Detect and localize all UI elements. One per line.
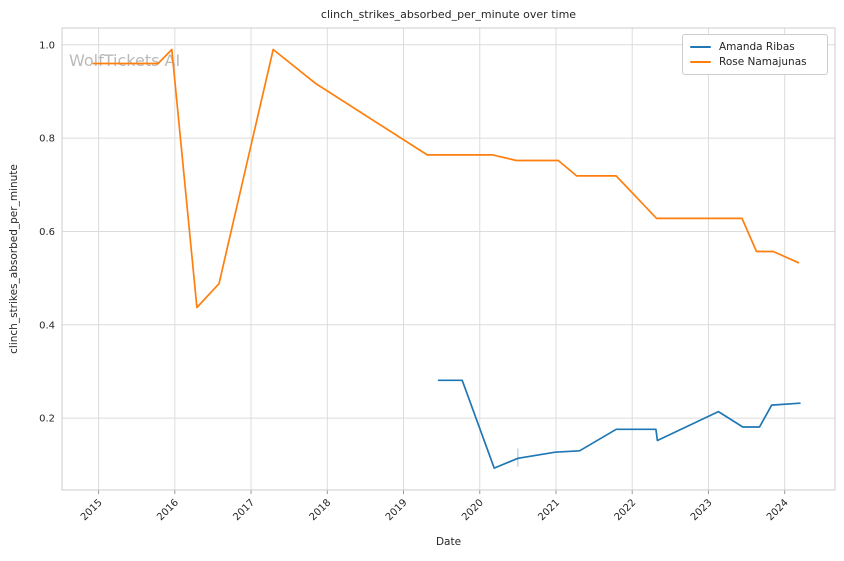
y-tick-label: 0.4: [39, 320, 55, 331]
legend-label-rose-namajunas: Rose Namajunas: [719, 56, 807, 69]
legend-item-amanda-ribas: Amanda Ribas: [690, 39, 819, 55]
x-tick-label: 2018: [308, 497, 334, 523]
series-line-rose-namajunas: [92, 48, 800, 309]
x-axis-label: Date: [435, 536, 462, 548]
y-tick-label: 1.0: [39, 40, 55, 51]
x-tick-label: 2024: [765, 497, 791, 523]
watermark-text: WolfTickets AI: [69, 51, 180, 70]
legend-item-rose-namajunas: Rose Namajunas: [690, 55, 819, 71]
x-tick-label: 2021: [536, 497, 562, 523]
legend: Amanda Ribas Rose Namajunas: [682, 34, 828, 75]
plot-border: [61, 27, 836, 491]
y-tick-label: 0.8: [39, 134, 55, 145]
x-tick-label: 2016: [155, 497, 181, 523]
x-tick-label: 2023: [689, 497, 715, 523]
x-tick-label: 2017: [231, 497, 257, 523]
legend-label-amanda-ribas: Amanda Ribas: [719, 40, 795, 53]
legend-line-swatch-amanda-ribas: [690, 45, 711, 48]
x-tick-label: 2020: [460, 497, 486, 523]
chart-title: clinch_strikes_absorbed_per_minute over …: [320, 8, 577, 21]
series-line-amanda-ribas: [437, 379, 801, 469]
y-tick-label: 0.6: [39, 227, 55, 238]
x-tick-label: 2015: [79, 497, 105, 523]
legend-line-swatch-rose-namajunas: [690, 61, 711, 64]
y-axis-label: clinch_strikes_absorbed_per_minute: [8, 164, 20, 354]
x-tick-label: 2019: [384, 497, 410, 523]
y-tick-label: 0.2: [39, 414, 55, 425]
x-tick-label: 2022: [613, 497, 639, 523]
